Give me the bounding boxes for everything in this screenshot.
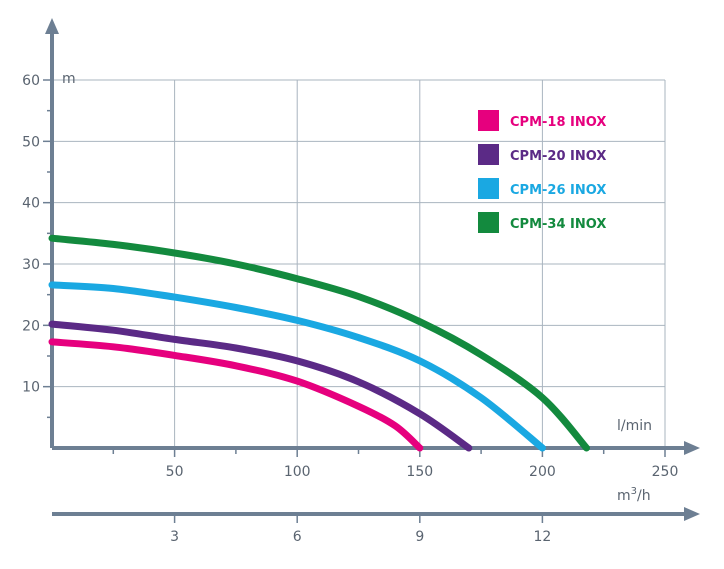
x-tick-label: 200 — [529, 464, 556, 480]
series-line-3 — [48, 281, 546, 452]
x-tick-label: 50 — [166, 464, 184, 480]
x-tick-label: 250 — [652, 464, 679, 480]
y-tick-label: 10 — [22, 380, 40, 396]
legend-swatch — [478, 110, 499, 131]
axes — [43, 18, 700, 523]
series-line-2 — [48, 320, 473, 452]
legend: CPM-18 INOX CPM-20 INOX CPM-26 INOX CPM-34 … — [478, 110, 606, 233]
x-axis-arrow — [684, 441, 700, 455]
x-tick-label: 100 — [284, 464, 311, 480]
legend-label: CPM-18 INOX — [510, 115, 606, 130]
y-tick-label: 50 — [22, 134, 40, 150]
y-tick-label: 40 — [22, 196, 40, 212]
legend-label: CPM-20 INOX — [510, 149, 606, 164]
secondary-x-axis-label: m3/h — [617, 486, 651, 504]
axis-labels: 50 100 150 200 250 10 20 30 40 50 60 m l/min 3 6 9 12 m3/… — [22, 71, 678, 545]
y-tick-label: 20 — [22, 318, 40, 334]
legend-label: CPM-26 INOX — [510, 183, 606, 198]
x-axis-label: l/min — [617, 418, 652, 434]
secondary-x-tick-label: 6 — [293, 529, 302, 545]
legend-label: CPM-34 INOX — [510, 217, 606, 232]
x-tick-label: 150 — [406, 464, 433, 480]
y-tick-label: 60 — [22, 73, 40, 89]
y-tick-label: 30 — [22, 257, 40, 273]
secondary-x-tick-label: 9 — [415, 529, 424, 545]
secondary-x-axis-arrow — [684, 507, 700, 521]
series-group — [48, 234, 590, 452]
y-axis-arrow — [45, 18, 59, 34]
legend-swatch — [478, 178, 499, 199]
y-axis-label: m — [62, 71, 76, 87]
secondary-x-tick-label: 12 — [533, 529, 551, 545]
legend-swatch — [478, 212, 499, 233]
grid — [52, 79, 666, 448]
legend-swatch — [478, 144, 499, 165]
series-line-1 — [48, 338, 424, 452]
secondary-x-tick-label: 3 — [170, 529, 179, 545]
series-line-4 — [48, 234, 590, 452]
